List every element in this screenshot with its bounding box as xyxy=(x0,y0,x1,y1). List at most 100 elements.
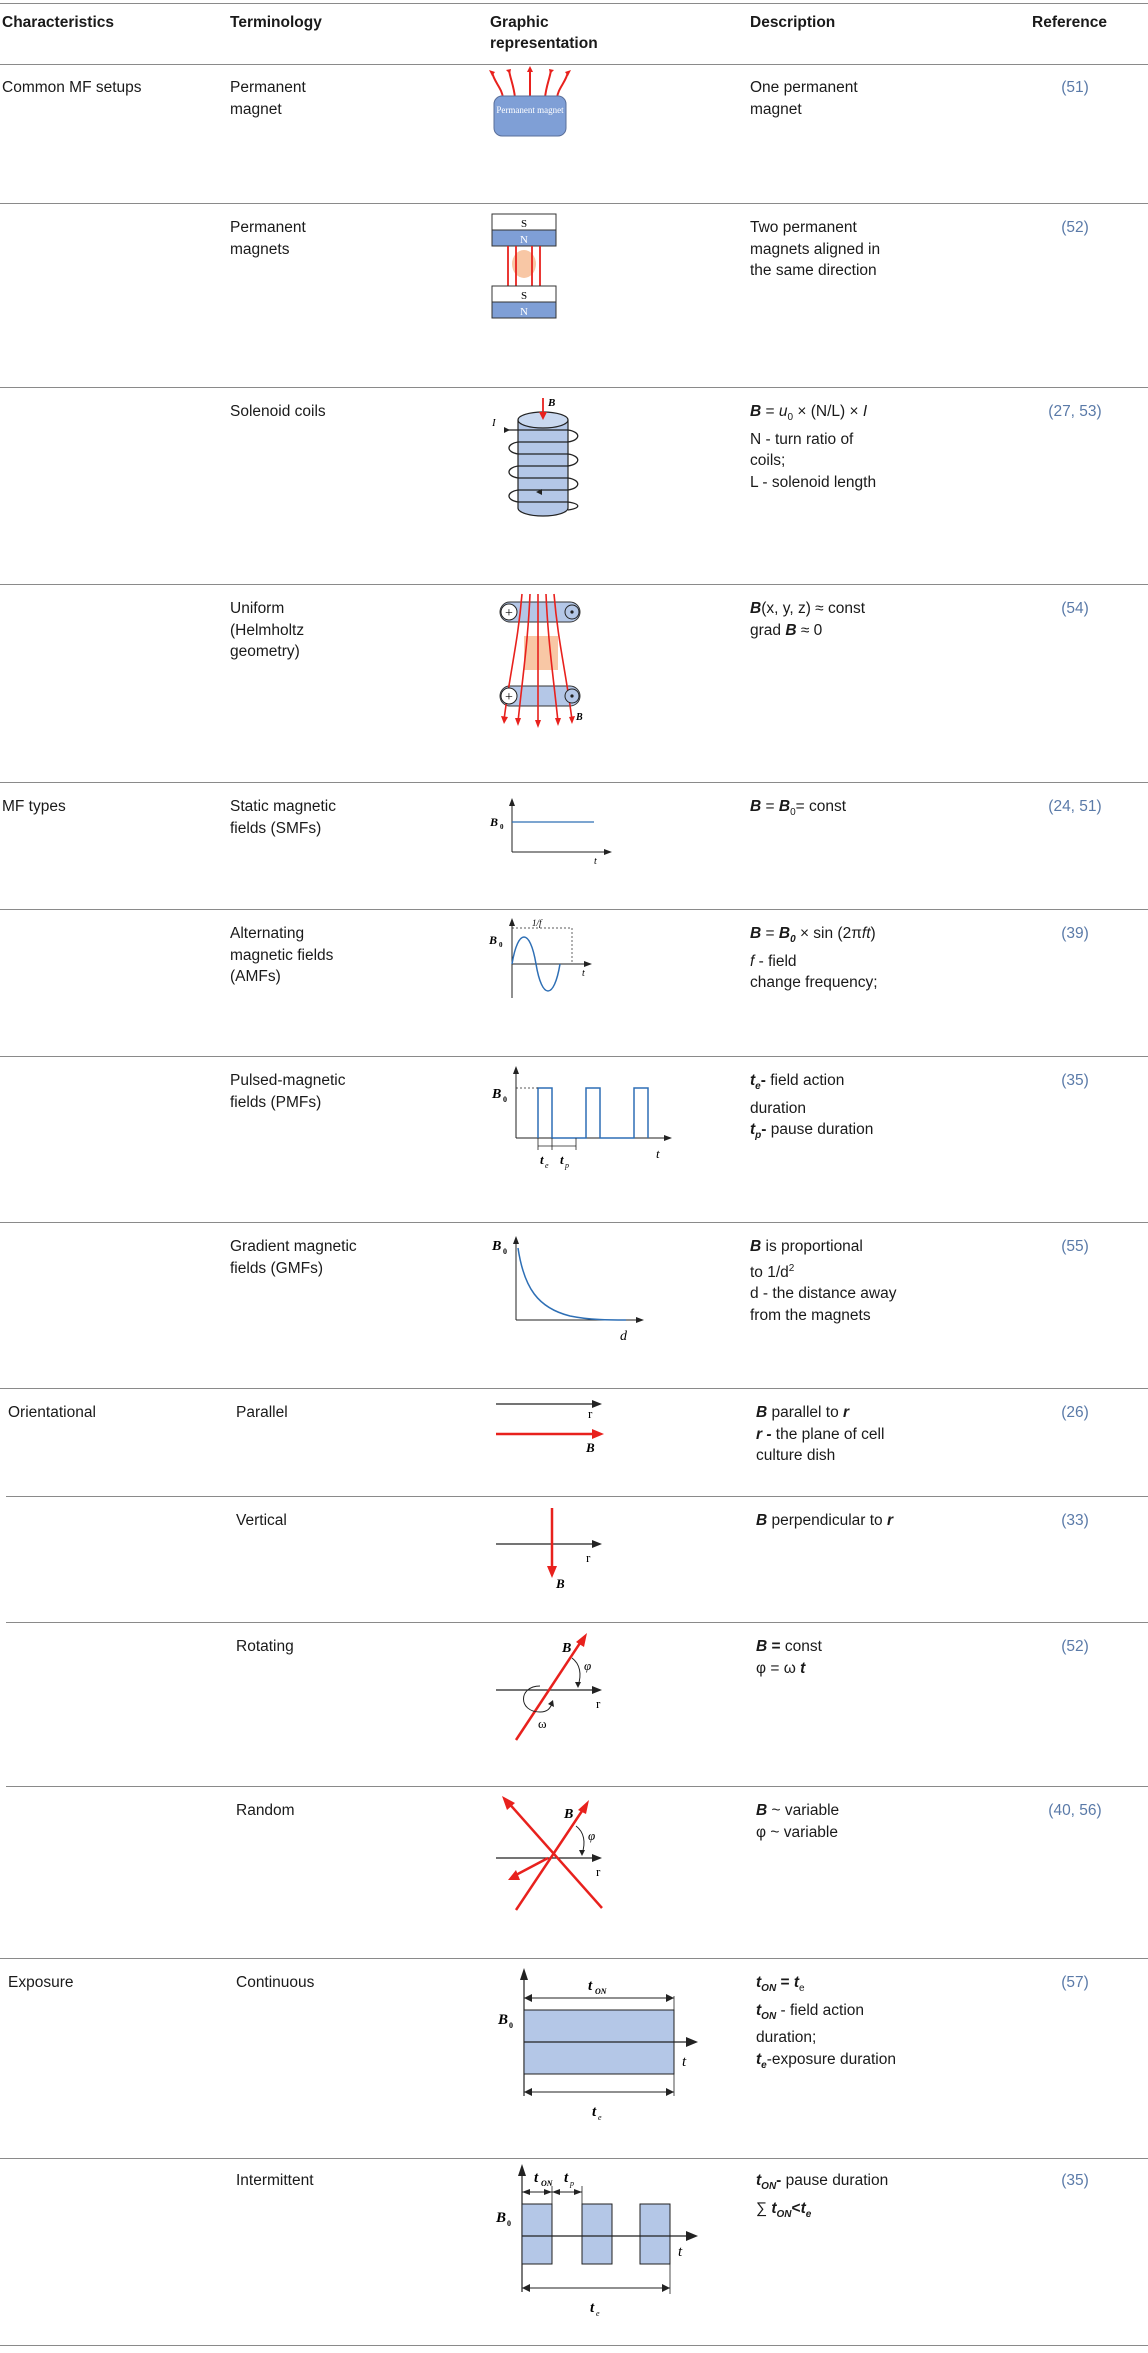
t-label: t xyxy=(582,968,585,979)
B0-label: B xyxy=(495,2210,506,2226)
row-term: Intermittent xyxy=(236,2172,314,2189)
reference-link[interactable]: (52) xyxy=(1061,219,1089,236)
desc-line: B is proportional xyxy=(750,1238,863,1255)
B-label: B xyxy=(547,397,555,409)
row-rule xyxy=(0,1222,1148,1223)
row-description: B is proportional to 1/d2 d - the distan… xyxy=(750,1236,900,1326)
B0-label: B xyxy=(489,815,498,829)
B-label: B xyxy=(561,1641,571,1656)
t-label: t xyxy=(678,2244,683,2260)
row-rule xyxy=(0,909,1148,910)
desc-line: B = u0 × (N/L) × I xyxy=(750,403,868,424)
row-reference: (33) xyxy=(1005,1510,1145,1532)
r-label: r xyxy=(596,1864,601,1879)
t-label: t xyxy=(594,856,597,866)
header-graphic-text: Graphic representation xyxy=(490,14,598,52)
row-term: Continuous xyxy=(236,1974,315,1991)
header-characteristics: Characteristics xyxy=(2,14,115,31)
row-description: tON- pause duration ∑ tON<te xyxy=(756,2170,906,2225)
row-reference: (51) xyxy=(1005,77,1145,99)
desc-line: B ~ variable xyxy=(756,1802,840,1819)
reference-link[interactable]: (39) xyxy=(1061,925,1089,942)
tON-subscript: ON xyxy=(541,2179,554,2188)
row-rule xyxy=(6,1496,1148,1497)
B0-subscript: 0 xyxy=(499,941,503,949)
desc-line: tON = te xyxy=(756,1974,805,1995)
te-label: t xyxy=(540,1152,544,1167)
reference-link[interactable]: (54) xyxy=(1061,600,1089,617)
row-rule xyxy=(0,387,1148,388)
intermittent-graphic: t ON t p B 0 t t e xyxy=(495,2164,698,2318)
B0-label: B xyxy=(488,933,497,947)
desc-line: to 1/d2 xyxy=(750,1262,795,1281)
row-term: Pulsed-magnetic fields (PMFs) xyxy=(230,1072,346,1111)
row-description: te- field action duration tp- pause dura… xyxy=(750,1070,900,1147)
row-rule xyxy=(0,584,1148,585)
B0-label: B xyxy=(491,1087,501,1102)
reference-link[interactable]: (51) xyxy=(1061,79,1089,96)
tON-label: t xyxy=(534,2170,539,2186)
desc-line: tp- pause duration xyxy=(750,1121,874,1142)
B-label: B xyxy=(563,1807,573,1822)
helmholtz-graphic: + + B xyxy=(499,593,583,728)
row-description: B parallel to r r - the plane of cell cu… xyxy=(756,1402,906,1467)
continuous-graphic: t ON B 0 t t e xyxy=(497,1968,698,2122)
row-term: Vertical xyxy=(236,1512,287,1529)
reference-link[interactable]: (55) xyxy=(1061,1238,1089,1255)
desc-line: L - solenoid length xyxy=(750,473,877,491)
reference-link[interactable]: (27, 53) xyxy=(1048,403,1102,420)
desc-line: B(x, y, z) ≈ const xyxy=(750,600,866,617)
svg-text:+: + xyxy=(505,690,513,705)
row-char-common-mf: Common MF setups xyxy=(2,79,142,96)
desc-line: B = B0= const xyxy=(750,798,847,819)
gmf-graphic: B 0 d xyxy=(491,1236,644,1344)
desc-line: ∑ tON<te xyxy=(756,2199,812,2220)
row-description: tON = te tON - field action duration; te… xyxy=(756,1972,906,2076)
north-pole-label-2: N xyxy=(520,306,528,318)
r-label: r xyxy=(588,1406,593,1421)
desc-line: B = const xyxy=(756,1638,822,1655)
reference-link[interactable]: (40, 56) xyxy=(1048,1802,1102,1819)
te-label: t xyxy=(590,2300,595,2316)
row-rule xyxy=(0,1056,1148,1057)
row-reference: (39) xyxy=(1005,923,1145,945)
row-reference: (55) xyxy=(1005,1236,1145,1258)
B0-label: B xyxy=(491,1239,501,1254)
row-description: B = const φ = ω t xyxy=(756,1636,906,1679)
desc-line: B perpendicular to r xyxy=(756,1512,894,1529)
t-label: t xyxy=(682,2054,687,2070)
header-graphic-representation: Graphic representation xyxy=(490,12,640,54)
reference-link[interactable]: (33) xyxy=(1061,1512,1089,1529)
row-rule xyxy=(6,1786,1148,1787)
reference-link[interactable]: (35) xyxy=(1061,2172,1089,2189)
tON-subscript: ON xyxy=(595,1987,608,1996)
smf-graphic: B 0 t xyxy=(489,798,612,866)
r-label: r xyxy=(596,1696,601,1711)
south-pole-label-2: S xyxy=(521,290,527,302)
desc-line: tON - field action duration; xyxy=(756,2001,865,2047)
reference-link[interactable]: (35) xyxy=(1061,1072,1089,1089)
rotating-graphic: B φ r ω xyxy=(496,1633,602,1741)
row-description: B perpendicular to r xyxy=(756,1510,906,1532)
reference-link[interactable]: (57) xyxy=(1061,1974,1089,1991)
row-char-mf-types: MF types xyxy=(2,798,66,815)
row-term: Permanent magnets xyxy=(230,219,306,258)
te-subscript: e xyxy=(596,2309,600,2318)
tON-label: t xyxy=(588,1978,593,1994)
row-reference: (26) xyxy=(1005,1402,1145,1424)
tp-label: t xyxy=(560,1152,564,1167)
row-rule xyxy=(0,1958,1148,1959)
reference-link[interactable]: (24, 51) xyxy=(1048,798,1102,815)
south-pole-label: S xyxy=(521,218,527,230)
row-description: B = B0 × sin (2πft) f - field change fre… xyxy=(750,923,900,994)
row-description: B(x, y, z) ≈ const grad B ≈ 0 xyxy=(750,598,900,641)
row-description: B = u0 × (N/L) × I N - turn ratio of coi… xyxy=(750,401,890,493)
B0-subscript: 0 xyxy=(507,2219,511,2228)
row-reference: (35) xyxy=(1005,2170,1145,2192)
reference-link[interactable]: (26) xyxy=(1061,1404,1089,1421)
pmf-graphic: B 0 t e t p t xyxy=(491,1066,672,1170)
row-rule xyxy=(0,203,1148,204)
B0-subscript: 0 xyxy=(503,1247,507,1256)
reference-link[interactable]: (52) xyxy=(1061,1638,1089,1655)
row-term: Parallel xyxy=(236,1404,288,1421)
